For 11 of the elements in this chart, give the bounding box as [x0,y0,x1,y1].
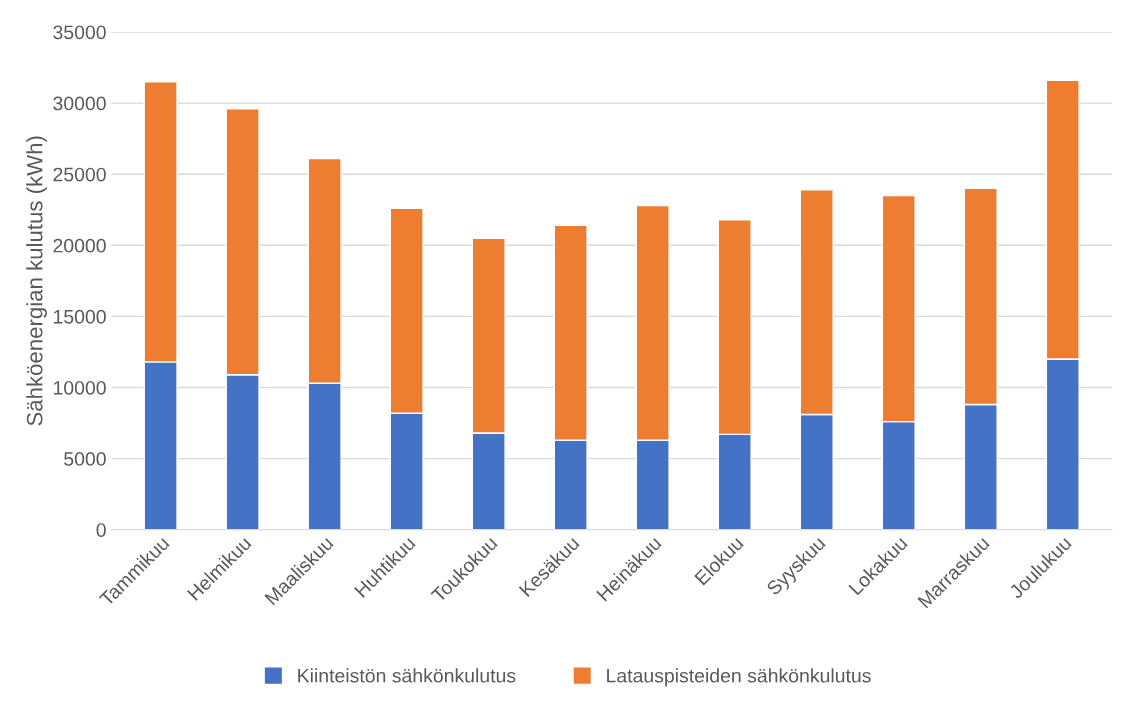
legend-label: Kiinteistön sähkönkulutus [298,668,516,683]
y-tick-label: 30000 [53,96,106,111]
y-tick-label: 35000 [53,25,106,40]
y-tick-label: 20000 [53,238,106,253]
legend-label: Latauspisteiden sähkönkulutus [607,668,871,687]
y-tick-label: 0 [96,523,106,537]
y-tick-label: 5000 [64,452,106,466]
y-axis-title: Sähköenergian kulutus (kWh) [26,136,47,426]
y-tick-label: 15000 [53,309,106,324]
y-tick-label: 25000 [53,167,106,182]
y-tick-label: 10000 [53,380,106,395]
